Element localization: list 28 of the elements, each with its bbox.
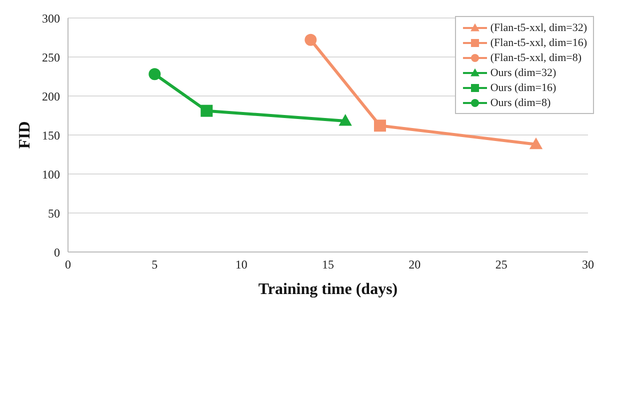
legend-label: (Flan-t5-xxl, dim=8) (490, 52, 582, 64)
x-tick-label: 5 (152, 258, 158, 272)
point (304, 34, 317, 46)
point (374, 120, 386, 132)
x-tick-label: 30 (582, 258, 594, 272)
x-tick-label: 25 (495, 258, 508, 272)
legend-label: Ours (dim=32) (490, 66, 556, 78)
point (148, 68, 161, 80)
y-tick-label: 200 (42, 89, 60, 104)
y-tick-label: 150 (42, 128, 60, 142)
legend-label: Ours (dim=16) (490, 82, 556, 94)
legend-label: Ours (dim=8) (490, 96, 551, 108)
y-axis-title: FID (16, 121, 34, 149)
x-tick-label: 20 (408, 258, 421, 272)
point (529, 137, 543, 150)
point (200, 104, 213, 117)
x-tick-label: 0 (65, 258, 71, 272)
y-tick-label: 50 (48, 206, 60, 220)
x-tick-label: 10 (235, 258, 248, 272)
y-tick-label: 0 (54, 245, 60, 260)
point (338, 114, 352, 126)
y-tick-label: 100 (42, 167, 60, 182)
x-tick-label: 15 (322, 258, 334, 272)
y-tick-label: 300 (42, 11, 60, 26)
legend-label: (Flan-t5-xxl, dim=16) (490, 36, 587, 48)
legend-label: (Flan-t5-xxl, dim=32) (490, 22, 587, 34)
x-axis-title: Training time (days) (258, 281, 398, 298)
y-tick-label: 250 (42, 50, 60, 64)
